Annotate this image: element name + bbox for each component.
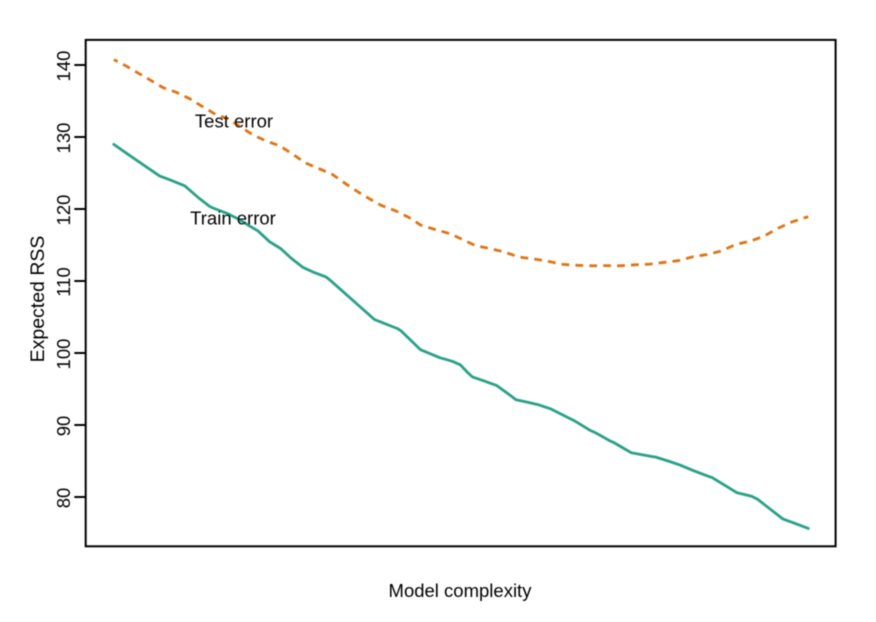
svg-text:Train error: Train error [190,208,276,229]
svg-text:90: 90 [53,416,74,437]
svg-text:Expected RSS: Expected RSS [27,236,49,363]
svg-text:Test error: Test error [195,111,273,132]
svg-text:140: 140 [53,51,74,82]
svg-text:100: 100 [53,339,74,370]
svg-text:130: 130 [53,123,74,154]
svg-text:110: 110 [53,267,74,297]
svg-text:120: 120 [53,195,74,226]
svg-text:80: 80 [53,488,74,509]
svg-text:Model complexity: Model complexity [389,580,533,601]
